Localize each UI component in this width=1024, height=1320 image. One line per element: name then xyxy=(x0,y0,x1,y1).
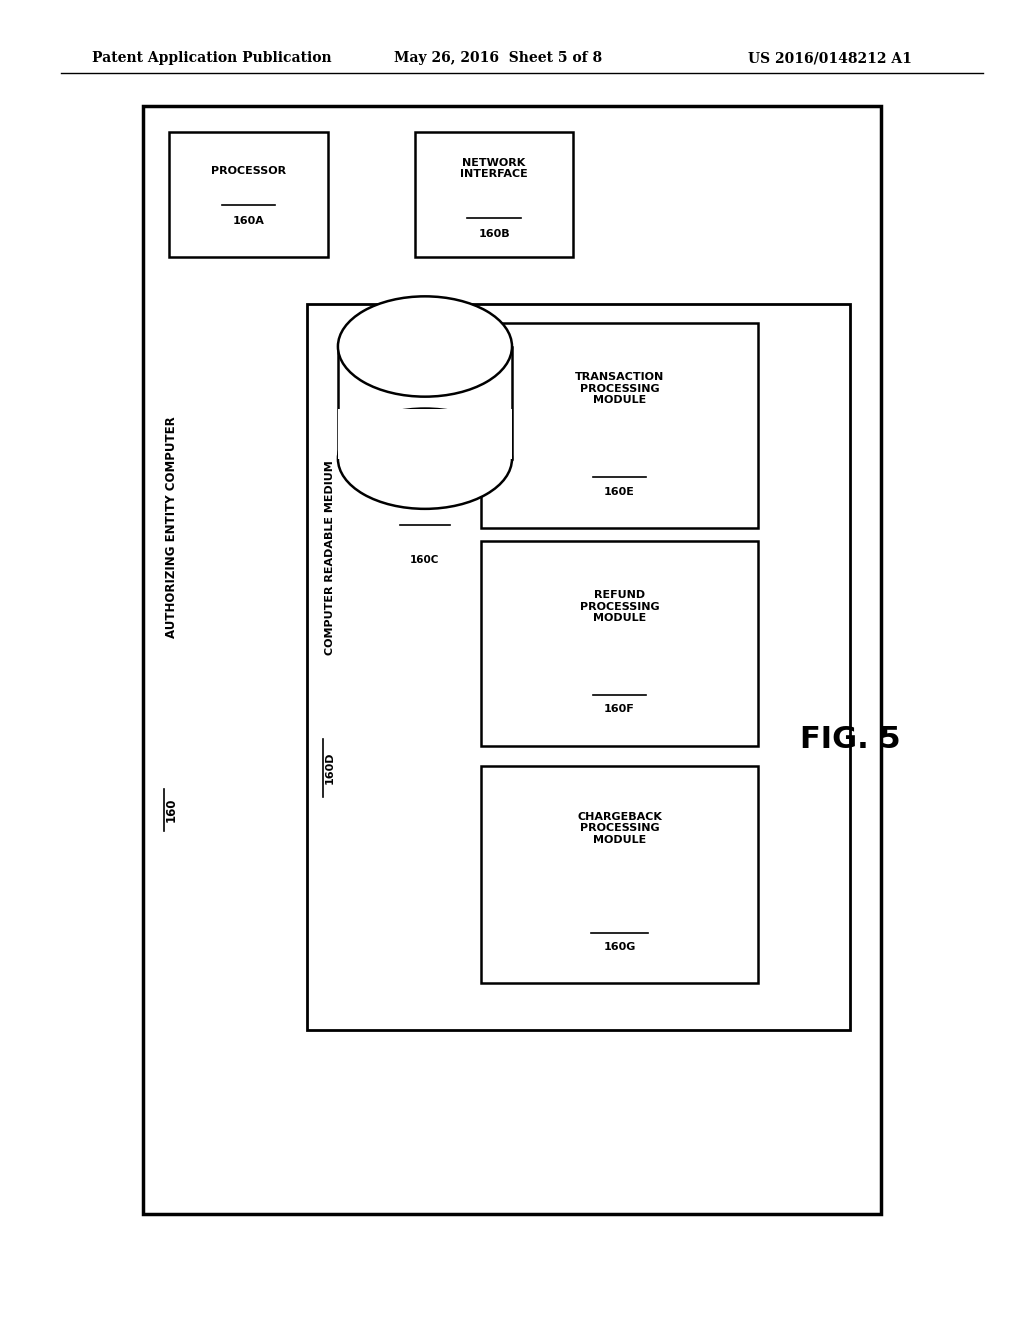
Text: COMPUTER READABLE MEDIUM: COMPUTER READABLE MEDIUM xyxy=(325,461,335,655)
Bar xyxy=(143,106,881,1214)
Ellipse shape xyxy=(338,409,512,510)
Text: 160E: 160E xyxy=(604,487,635,496)
Text: Patent Application Publication: Patent Application Publication xyxy=(92,51,332,65)
Polygon shape xyxy=(338,347,512,459)
Text: May 26, 2016  Sheet 5 of 8: May 26, 2016 Sheet 5 of 8 xyxy=(394,51,602,65)
Text: 160D: 160D xyxy=(325,752,335,784)
Text: 160B: 160B xyxy=(478,230,510,239)
Text: 160F: 160F xyxy=(604,705,635,714)
Bar xyxy=(481,766,758,983)
Bar xyxy=(307,304,850,1030)
Text: 160A: 160A xyxy=(232,216,264,226)
Bar xyxy=(481,323,758,528)
Text: NETWORK
INTERFACE: NETWORK INTERFACE xyxy=(460,157,528,180)
Bar xyxy=(481,541,758,746)
Text: 160C: 160C xyxy=(411,556,439,565)
Bar xyxy=(415,132,573,257)
Text: TRANSACTION
DATABASE: TRANSACTION DATABASE xyxy=(383,479,467,500)
Text: FIG. 5: FIG. 5 xyxy=(800,725,900,754)
Bar xyxy=(338,409,512,459)
Text: US 2016/0148212 A1: US 2016/0148212 A1 xyxy=(748,51,911,65)
Text: 160: 160 xyxy=(165,797,177,822)
Text: 160G: 160G xyxy=(603,942,636,952)
Text: CHARGEBACK
PROCESSING
MODULE: CHARGEBACK PROCESSING MODULE xyxy=(578,812,662,845)
Text: AUTHORIZING ENTITY COMPUTER: AUTHORIZING ENTITY COMPUTER xyxy=(165,416,177,638)
Ellipse shape xyxy=(338,297,512,397)
Text: TRANSACTION
PROCESSING
MODULE: TRANSACTION PROCESSING MODULE xyxy=(574,372,665,405)
Text: REFUND
PROCESSING
MODULE: REFUND PROCESSING MODULE xyxy=(580,590,659,623)
Text: PROCESSOR: PROCESSOR xyxy=(211,166,286,176)
Bar xyxy=(169,132,328,257)
